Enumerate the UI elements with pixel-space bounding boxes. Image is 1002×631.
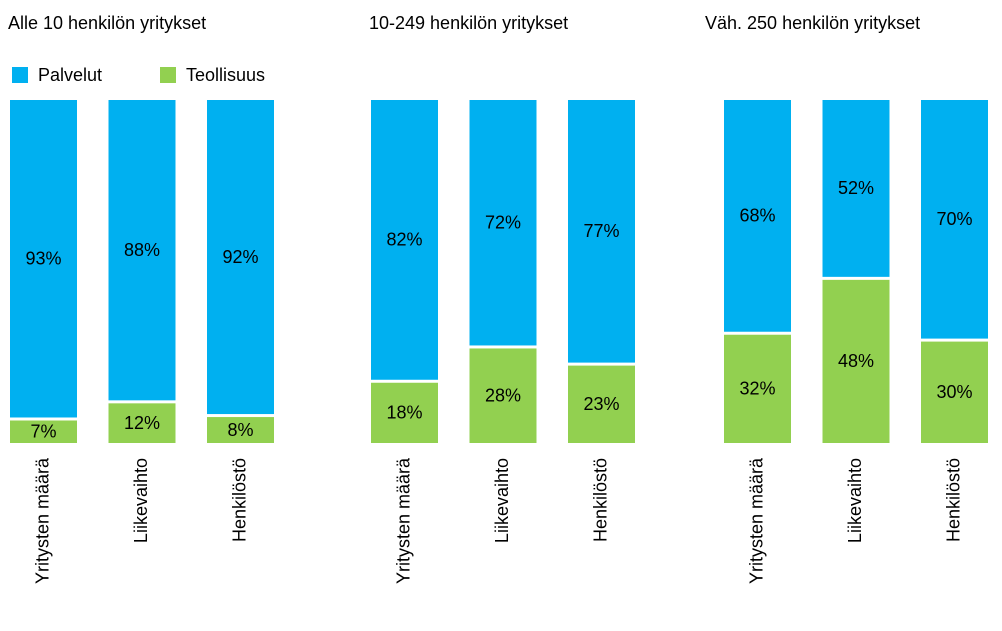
- x-tick-label: Henkilöstö: [943, 458, 963, 542]
- bar-segment: [371, 382, 438, 443]
- legend-swatch: [160, 67, 176, 83]
- bar-segment: [822, 100, 890, 277]
- value-label: 23%: [583, 394, 619, 414]
- x-tick-label: Henkilöstö: [229, 458, 249, 542]
- bar-segment: [921, 100, 988, 339]
- value-label: 52%: [838, 178, 874, 198]
- value-label: 48%: [838, 351, 874, 371]
- bar-segment: [724, 334, 791, 443]
- chart-title: Alle 10 henkilön yritykset: [8, 13, 206, 33]
- bar-segment: [10, 420, 77, 443]
- bar-segment: [822, 279, 890, 443]
- bar-segment: [469, 100, 537, 346]
- value-label: 12%: [124, 413, 160, 433]
- value-label: 8%: [227, 420, 253, 440]
- value-label: 72%: [485, 212, 521, 232]
- legend-label: Teollisuus: [186, 65, 265, 85]
- bar-segment: [469, 348, 537, 443]
- x-tick-label: Liikevaihto: [131, 458, 151, 543]
- value-label: 68%: [739, 206, 775, 226]
- x-tick-label: Liikevaihto: [492, 458, 512, 543]
- value-label: 88%: [124, 240, 160, 260]
- value-label: 7%: [30, 421, 56, 441]
- legend-label: Palvelut: [38, 65, 102, 85]
- bar-segment: [10, 100, 77, 418]
- bar-segment: [568, 365, 635, 443]
- x-tick-label: Liikevaihto: [845, 458, 865, 543]
- x-tick-label: Henkilöstö: [590, 458, 610, 542]
- chart-title: 10-249 henkilön yritykset: [369, 13, 568, 33]
- bar-segment: [207, 100, 274, 415]
- x-tick-label: Yritysten määrä: [746, 457, 766, 584]
- bar-segment: [568, 100, 635, 363]
- bar-segment: [724, 100, 791, 332]
- bar-segment: [108, 100, 176, 401]
- chart-title: Väh. 250 henkilön yritykset: [705, 13, 920, 33]
- bar-segment: [921, 341, 988, 443]
- x-tick-label: Yritysten määrä: [393, 457, 413, 584]
- x-tick-label: Yritysten määrä: [32, 457, 52, 584]
- value-label: 70%: [936, 209, 972, 229]
- bar-segment: [108, 403, 176, 443]
- value-label: 92%: [222, 247, 258, 267]
- value-label: 18%: [386, 403, 422, 423]
- legend-swatch: [12, 67, 28, 83]
- value-label: 82%: [386, 230, 422, 250]
- value-label: 77%: [583, 221, 619, 241]
- bar-segment: [371, 100, 438, 380]
- value-label: 93%: [25, 248, 61, 268]
- bar-segment: [207, 417, 274, 443]
- value-label: 30%: [936, 382, 972, 402]
- value-label: 28%: [485, 385, 521, 405]
- value-label: 32%: [739, 379, 775, 399]
